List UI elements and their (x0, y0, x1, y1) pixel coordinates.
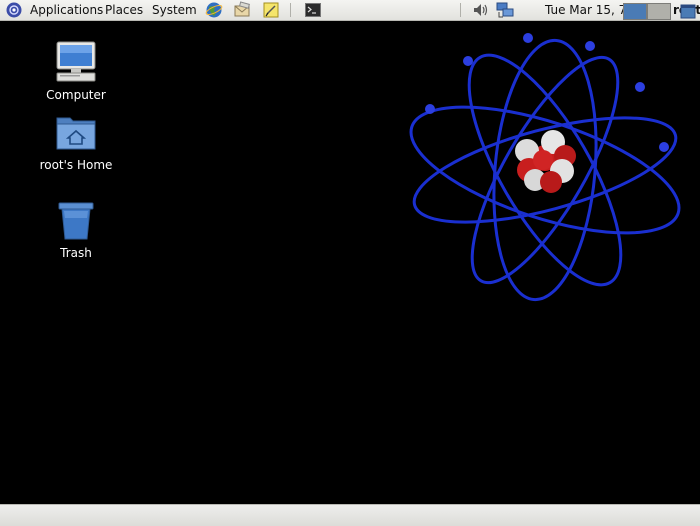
desktop-icon-label: Trash (60, 246, 92, 260)
places-menu[interactable]: Places (105, 3, 144, 17)
trash-icon (58, 202, 94, 240)
bottom-panel (0, 504, 700, 526)
atom-wallpaper (409, 33, 681, 302)
system-menu[interactable]: System (152, 3, 197, 17)
notes-icon[interactable] (262, 1, 280, 19)
email-client-icon[interactable] (233, 1, 251, 19)
network-icon[interactable] (496, 1, 514, 19)
volume-icon[interactable] (471, 1, 489, 19)
applications-menu[interactable]: Applications (30, 3, 104, 17)
desktop-icon-home[interactable]: root's Home (26, 110, 126, 172)
workspace-switcher-1[interactable] (623, 3, 647, 20)
terminal-icon[interactable] (304, 1, 322, 19)
top-panel: Applications Places System Tue Mar 15, 7… (0, 0, 700, 21)
panel-separator (460, 3, 461, 17)
gnome-foot-icon[interactable] (5, 1, 23, 19)
panel-separator (290, 3, 291, 17)
desktop-icon-label: root's Home (39, 158, 113, 172)
desktop-icon-computer[interactable]: Computer (26, 40, 126, 102)
home-folder-icon (56, 117, 96, 150)
computer-icon (56, 41, 96, 82)
workspace-switcher-2[interactable] (647, 3, 671, 20)
desktop-icon-label: Computer (46, 88, 106, 102)
desktop-icon-trash[interactable]: Trash (26, 198, 126, 260)
web-browser-icon[interactable] (205, 1, 223, 19)
window-list-icon[interactable] (680, 3, 696, 20)
